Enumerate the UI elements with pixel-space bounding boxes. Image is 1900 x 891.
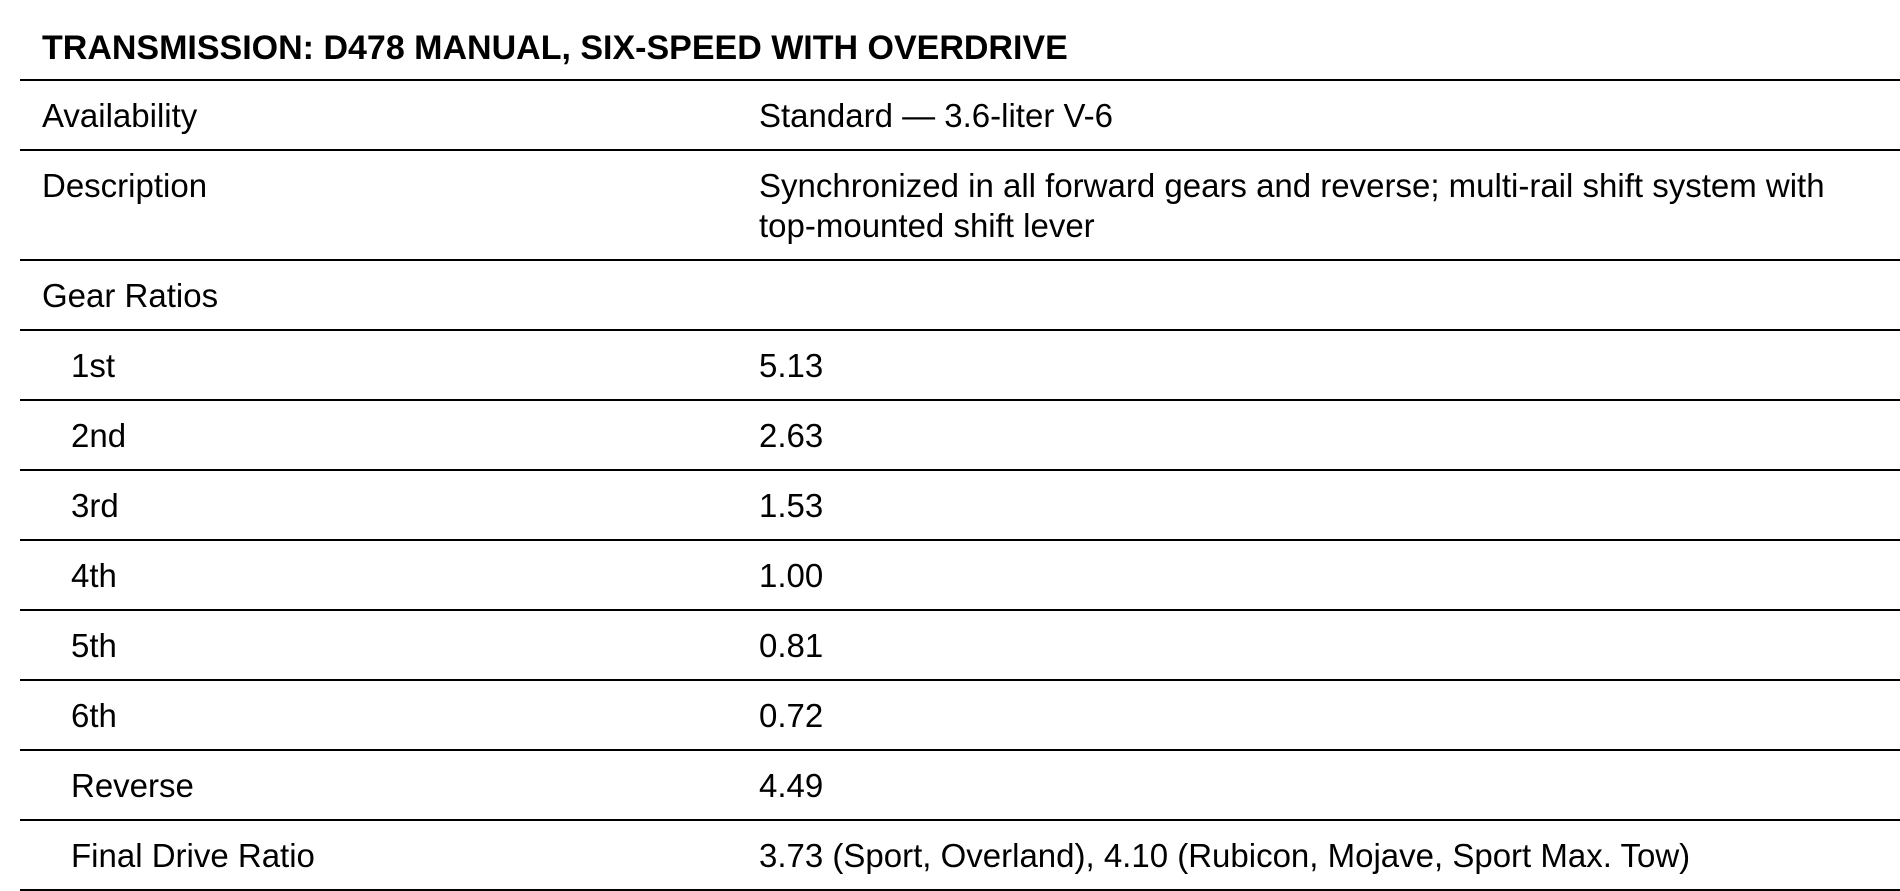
row-value: 0.72 — [759, 679, 1900, 750]
table-row-gear-reverse: Reverse 4.49 — [20, 749, 1900, 820]
table-row-gear-4th: 4th 1.00 — [20, 539, 1900, 610]
row-label: 2nd — [20, 399, 759, 470]
spec-title: TRANSMISSION: D478 MANUAL, SIX-SPEED WIT… — [42, 29, 1068, 67]
row-label: 1st — [20, 329, 759, 400]
row-value: Standard — 3.6-liter V-6 — [759, 79, 1900, 150]
row-value: 3.73 (Sport, Overland), 4.10 (Rubicon, M… — [759, 819, 1900, 891]
row-value: 5.13 — [759, 329, 1900, 400]
table-row-gear-2nd: 2nd 2.63 — [20, 399, 1900, 470]
row-label: Gear Ratios — [20, 259, 759, 330]
table-row-gear-3rd: 3rd 1.53 — [20, 469, 1900, 540]
row-value: 1.53 — [759, 469, 1900, 540]
table-row-gear-ratios: Gear Ratios — [20, 259, 1900, 330]
row-value: Synchronized in all forward gears and re… — [759, 149, 1900, 260]
row-label: Description — [20, 149, 759, 260]
row-label: Final Drive Ratio — [20, 819, 759, 891]
table-row-gear-6th: 6th 0.72 — [20, 679, 1900, 750]
table-row-availability: Availability Standard — 3.6-liter V-6 — [20, 79, 1900, 150]
row-value: 4.49 — [759, 749, 1900, 820]
row-label: 4th — [20, 539, 759, 610]
row-label: Reverse — [20, 749, 759, 820]
row-value: 1.00 — [759, 539, 1900, 610]
row-value: 2.63 — [759, 399, 1900, 470]
row-value — [759, 259, 1900, 330]
table-row-final-drive-ratio: Final Drive Ratio 3.73 (Sport, Overland)… — [20, 819, 1900, 891]
row-value: 0.81 — [759, 609, 1900, 680]
table-row-description: Description Synchronized in all forward … — [20, 149, 1900, 260]
row-label: 3rd — [20, 469, 759, 540]
row-label: 5th — [20, 609, 759, 680]
row-label: 6th — [20, 679, 759, 750]
table-row-gear-5th: 5th 0.81 — [20, 609, 1900, 680]
row-label: Availability — [20, 79, 759, 150]
spec-table: Availability Standard — 3.6-liter V-6 De… — [20, 79, 1900, 891]
table-row-gear-1st: 1st 5.13 — [20, 329, 1900, 400]
